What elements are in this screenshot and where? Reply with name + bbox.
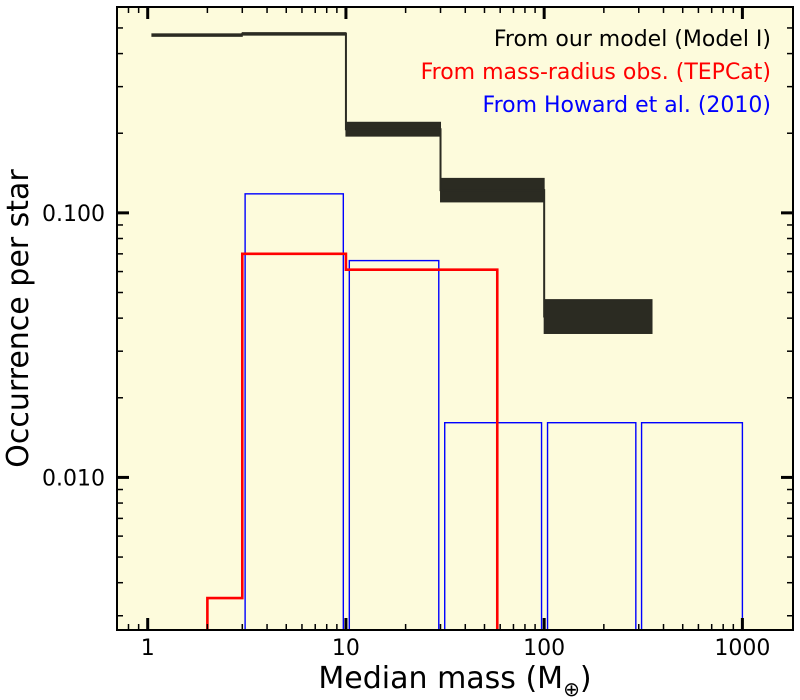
x-tick-label: 1 (141, 636, 155, 661)
y-tick-label: 0.010 (42, 466, 105, 491)
tepcat-step-line (206, 252, 499, 630)
x-tick-label: 100 (523, 636, 565, 661)
legend: From our model (Model I) From mass-radius… (421, 27, 771, 118)
x-axis-label: Median mass (M⊕) (318, 661, 591, 700)
plot-frame (116, 6, 794, 631)
model-step-line (151, 32, 653, 318)
legend-entry-3: From Howard et al. (2010) (483, 93, 771, 118)
legend-entry-1: From our model (Model I) (494, 27, 771, 52)
series-layer (151, 32, 744, 631)
legend-entry-2: From mass-radius obs. (TEPCat) (421, 60, 771, 85)
x-tick-label: 1000 (714, 636, 770, 661)
y-axis-label: Occurrence per star (1, 169, 36, 468)
x-tick-label: 10 (332, 636, 360, 661)
plot-background (117, 7, 793, 630)
tick-layer: 1 10 100 1000 0.100 0.010 (42, 7, 793, 661)
y-tick-label: 0.100 (42, 202, 105, 227)
